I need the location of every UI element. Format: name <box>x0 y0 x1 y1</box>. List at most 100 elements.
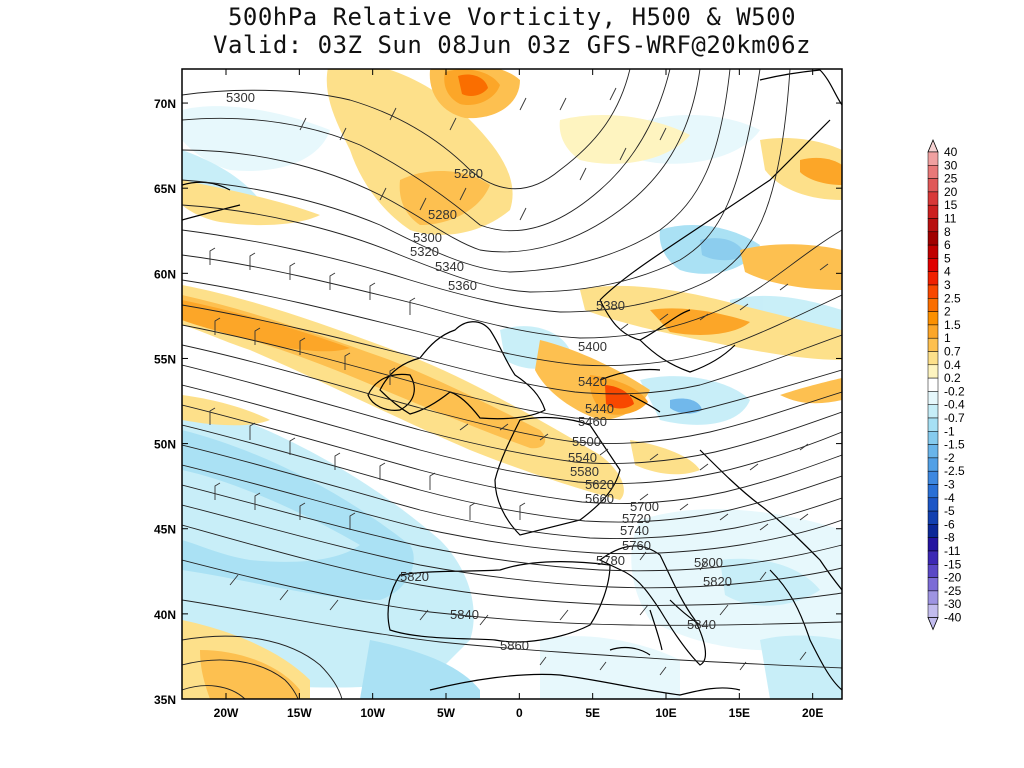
x-tick-label: 5W <box>437 706 456 720</box>
colorbar-swatch <box>927 244 939 259</box>
colorbar-level-label: -3 <box>944 478 955 492</box>
contour-label: 5820 <box>703 574 732 589</box>
colorbar-swatch <box>927 204 939 219</box>
colorbar-level-label: 15 <box>944 198 958 212</box>
colorbar-level-label: 6 <box>944 238 951 252</box>
y-tick-label: 35N <box>154 693 176 707</box>
colorbar-swatch <box>927 457 939 472</box>
colorbar-level-label: 1 <box>944 331 951 345</box>
colorbar-level-label: 0.7 <box>944 345 961 359</box>
height-contours <box>182 69 842 699</box>
y-tick-label: 55N <box>154 352 176 366</box>
x-tick-label: 15W <box>287 706 312 720</box>
x-tick-label: 15E <box>729 706 750 720</box>
contour-label: 5420 <box>578 374 607 389</box>
colorbar-swatch <box>927 351 939 366</box>
colorbar-level-label: 2 <box>944 305 951 319</box>
colorbar-level-label: -2.5 <box>944 464 965 478</box>
colorbar-swatch <box>927 550 939 565</box>
contour-label: 5460 <box>578 414 607 429</box>
colorbar-swatch <box>927 404 939 419</box>
colorbar-swatch <box>927 497 939 512</box>
wind-barbs <box>209 87 829 676</box>
contour-label: 5320 <box>410 244 439 259</box>
colorbar-swatch <box>927 178 939 193</box>
colorbar-swatch <box>927 271 939 286</box>
colorbar-level-label: -6 <box>944 517 955 531</box>
contour-label: 5660 <box>585 491 614 506</box>
colorbar-swatch <box>927 298 939 312</box>
contour-label: 5760 <box>622 538 651 553</box>
map-frame <box>181 68 843 700</box>
colorbar-level-label: -1 <box>944 424 955 438</box>
contour-label: 5780 <box>596 553 625 568</box>
colorbar-swatch <box>927 603 939 618</box>
contour-label: 5840 <box>687 617 716 632</box>
contour-label: 5620 <box>585 477 614 492</box>
contour-label: 5380 <box>596 298 625 313</box>
colorbar-swatch <box>927 564 939 578</box>
colorbar-swatch <box>927 510 939 525</box>
colorbar-level-label: 2.5 <box>944 291 961 305</box>
positive-vorticity-shading <box>182 69 842 699</box>
colorbar-swatch <box>927 577 939 592</box>
contour-label: 5840 <box>450 607 479 622</box>
colorbar-level-label: 0.4 <box>944 358 961 372</box>
colorbar-level-label: 4 <box>944 265 951 279</box>
colorbar-swatch <box>927 231 939 246</box>
colorbar-swatch <box>927 524 939 538</box>
colorbar-level-label: -0.4 <box>944 398 965 412</box>
colorbar-swatch <box>927 337 939 352</box>
y-tick-label: 65N <box>154 182 176 196</box>
contour-label: 5580 <box>570 464 599 479</box>
colorbar-swatch <box>927 151 939 166</box>
colorbar-level-label: -25 <box>944 584 962 598</box>
colorbar-swatch <box>927 191 939 206</box>
x-tick-label: 0 <box>516 706 523 720</box>
contour-label: 5340 <box>435 259 464 274</box>
contour-label: 5260 <box>454 166 483 181</box>
contour-label: 5300 <box>413 230 442 245</box>
colorbar-swatch <box>927 391 939 405</box>
contour-label: 5700 <box>630 499 659 514</box>
colorbar-swatch <box>927 311 939 326</box>
colorbar-swatch <box>927 377 939 392</box>
colorbar-level-label: -5 <box>944 504 955 518</box>
y-tick-label: 70N <box>154 97 176 111</box>
colorbar-level-label: -4 <box>944 491 955 505</box>
colorbar-swatch <box>927 444 939 459</box>
colorbar-level-label: 5 <box>944 251 951 265</box>
y-tick-label: 45N <box>154 523 176 537</box>
y-tick-label: 50N <box>154 438 176 452</box>
colorbar-level-label: -0.2 <box>944 384 965 398</box>
colorbar-level-label: -8 <box>944 531 955 545</box>
x-tick-label: 20W <box>214 706 239 720</box>
colorbar-level-label: -2 <box>944 451 955 465</box>
contour-label: 5360 <box>448 278 477 293</box>
colorbar-level-label: -1.5 <box>944 438 965 452</box>
colorbar-level-label: 30 <box>944 158 958 172</box>
map-axes: 20W 15W 10W 5W 0 5E 10E 15E 20E 70N 65N 60N 55N 50N 45… <box>154 69 842 720</box>
colorbar-level-label: 40 <box>944 145 958 159</box>
colorbar: 403025201511865432.521.510.70.40.2-0.2-0… <box>927 138 965 631</box>
colorbar-level-label: 25 <box>944 172 958 186</box>
x-tick-label: 5E <box>585 706 600 720</box>
colorbar-level-label: -11 <box>944 544 961 558</box>
colorbar-level-label: -20 <box>944 571 962 585</box>
colorbar-swatch <box>927 417 939 432</box>
colorbar-swatch <box>927 258 939 272</box>
colorbar-level-label: 0.2 <box>944 371 961 385</box>
colorbar-swatch <box>927 284 939 299</box>
colorbar-swatch <box>927 431 939 445</box>
colorbar-swatch <box>927 590 939 605</box>
colorbar-level-label: 3 <box>944 278 951 292</box>
negative-vorticity-shading <box>182 106 842 699</box>
colorbar-top-arrow <box>927 138 939 153</box>
y-tick-label: 40N <box>154 608 176 622</box>
colorbar-swatch <box>927 218 939 233</box>
contour-label: 5440 <box>585 401 614 416</box>
contour-label: 5540 <box>568 450 597 465</box>
map-title-line-1: 500hPa Relative Vorticity, H500 & W500 <box>227 3 797 31</box>
contour-label: 5500 <box>572 434 601 449</box>
